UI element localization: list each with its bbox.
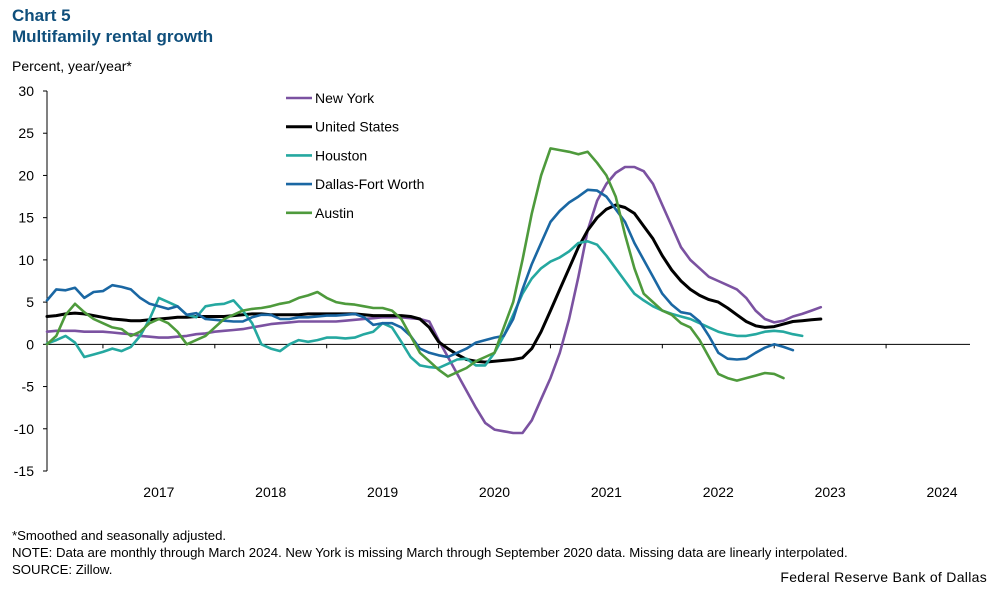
x-tick-label: 2020: [479, 484, 510, 500]
y-tick-label: -5: [22, 379, 35, 395]
series-line-austin: [45, 147, 785, 382]
y-tick-label: 0: [26, 336, 34, 352]
note: NOTE: Data are monthly through March 202…: [12, 545, 848, 560]
x-tick-label: 2023: [815, 484, 846, 500]
legend-label-new-york: New York: [315, 90, 375, 106]
legend-label-houston: Houston: [315, 147, 367, 163]
y-tick-label: 20: [18, 167, 34, 183]
series-line-new-york: [45, 165, 823, 435]
source: SOURCE: Zillow.: [12, 562, 113, 577]
y-tick-label: -15: [14, 463, 34, 479]
y-tick-label: 5: [26, 294, 34, 310]
line-chart: -15 -10 -5 0 5 10 15 20 25 30 2017 2018 2019 2020 2021…: [14, 83, 970, 500]
x-tick-label: 2017: [143, 484, 174, 500]
x-tick-label: 2024: [926, 484, 957, 500]
y-tick-label: 25: [18, 125, 34, 141]
chart-notes: *Smoothed and seasonally adjusted. NOTE:…: [12, 527, 848, 578]
y-tick-label: 30: [18, 83, 34, 99]
credit-line: Federal Reserve Bank of Dallas: [780, 569, 987, 585]
legend-label-austin: Austin: [315, 205, 354, 221]
series-line-united-states: [45, 203, 823, 364]
series-line-dallas-fort-worth: [45, 188, 795, 361]
footnote: *Smoothed and seasonally adjusted.: [12, 528, 227, 543]
x-tick-label: 2018: [255, 484, 286, 500]
legend-label-united-states: United States: [315, 119, 399, 135]
chart-title: Multifamily rental growth: [12, 27, 214, 46]
x-tick-label: 2022: [703, 484, 734, 500]
x-tick-label: 2021: [591, 484, 622, 500]
y-tick-label: 15: [18, 210, 34, 226]
y-axis-unit-label: Percent, year/year*: [12, 58, 132, 74]
legend-label-dallas-fort-worth: Dallas-Fort Worth: [315, 176, 424, 192]
series-line-houston: [45, 240, 804, 370]
y-tick-label: 10: [18, 252, 34, 268]
chart-number: Chart 5: [12, 6, 71, 25]
y-tick-label: -10: [14, 421, 34, 437]
x-tick-label: 2019: [367, 484, 398, 500]
